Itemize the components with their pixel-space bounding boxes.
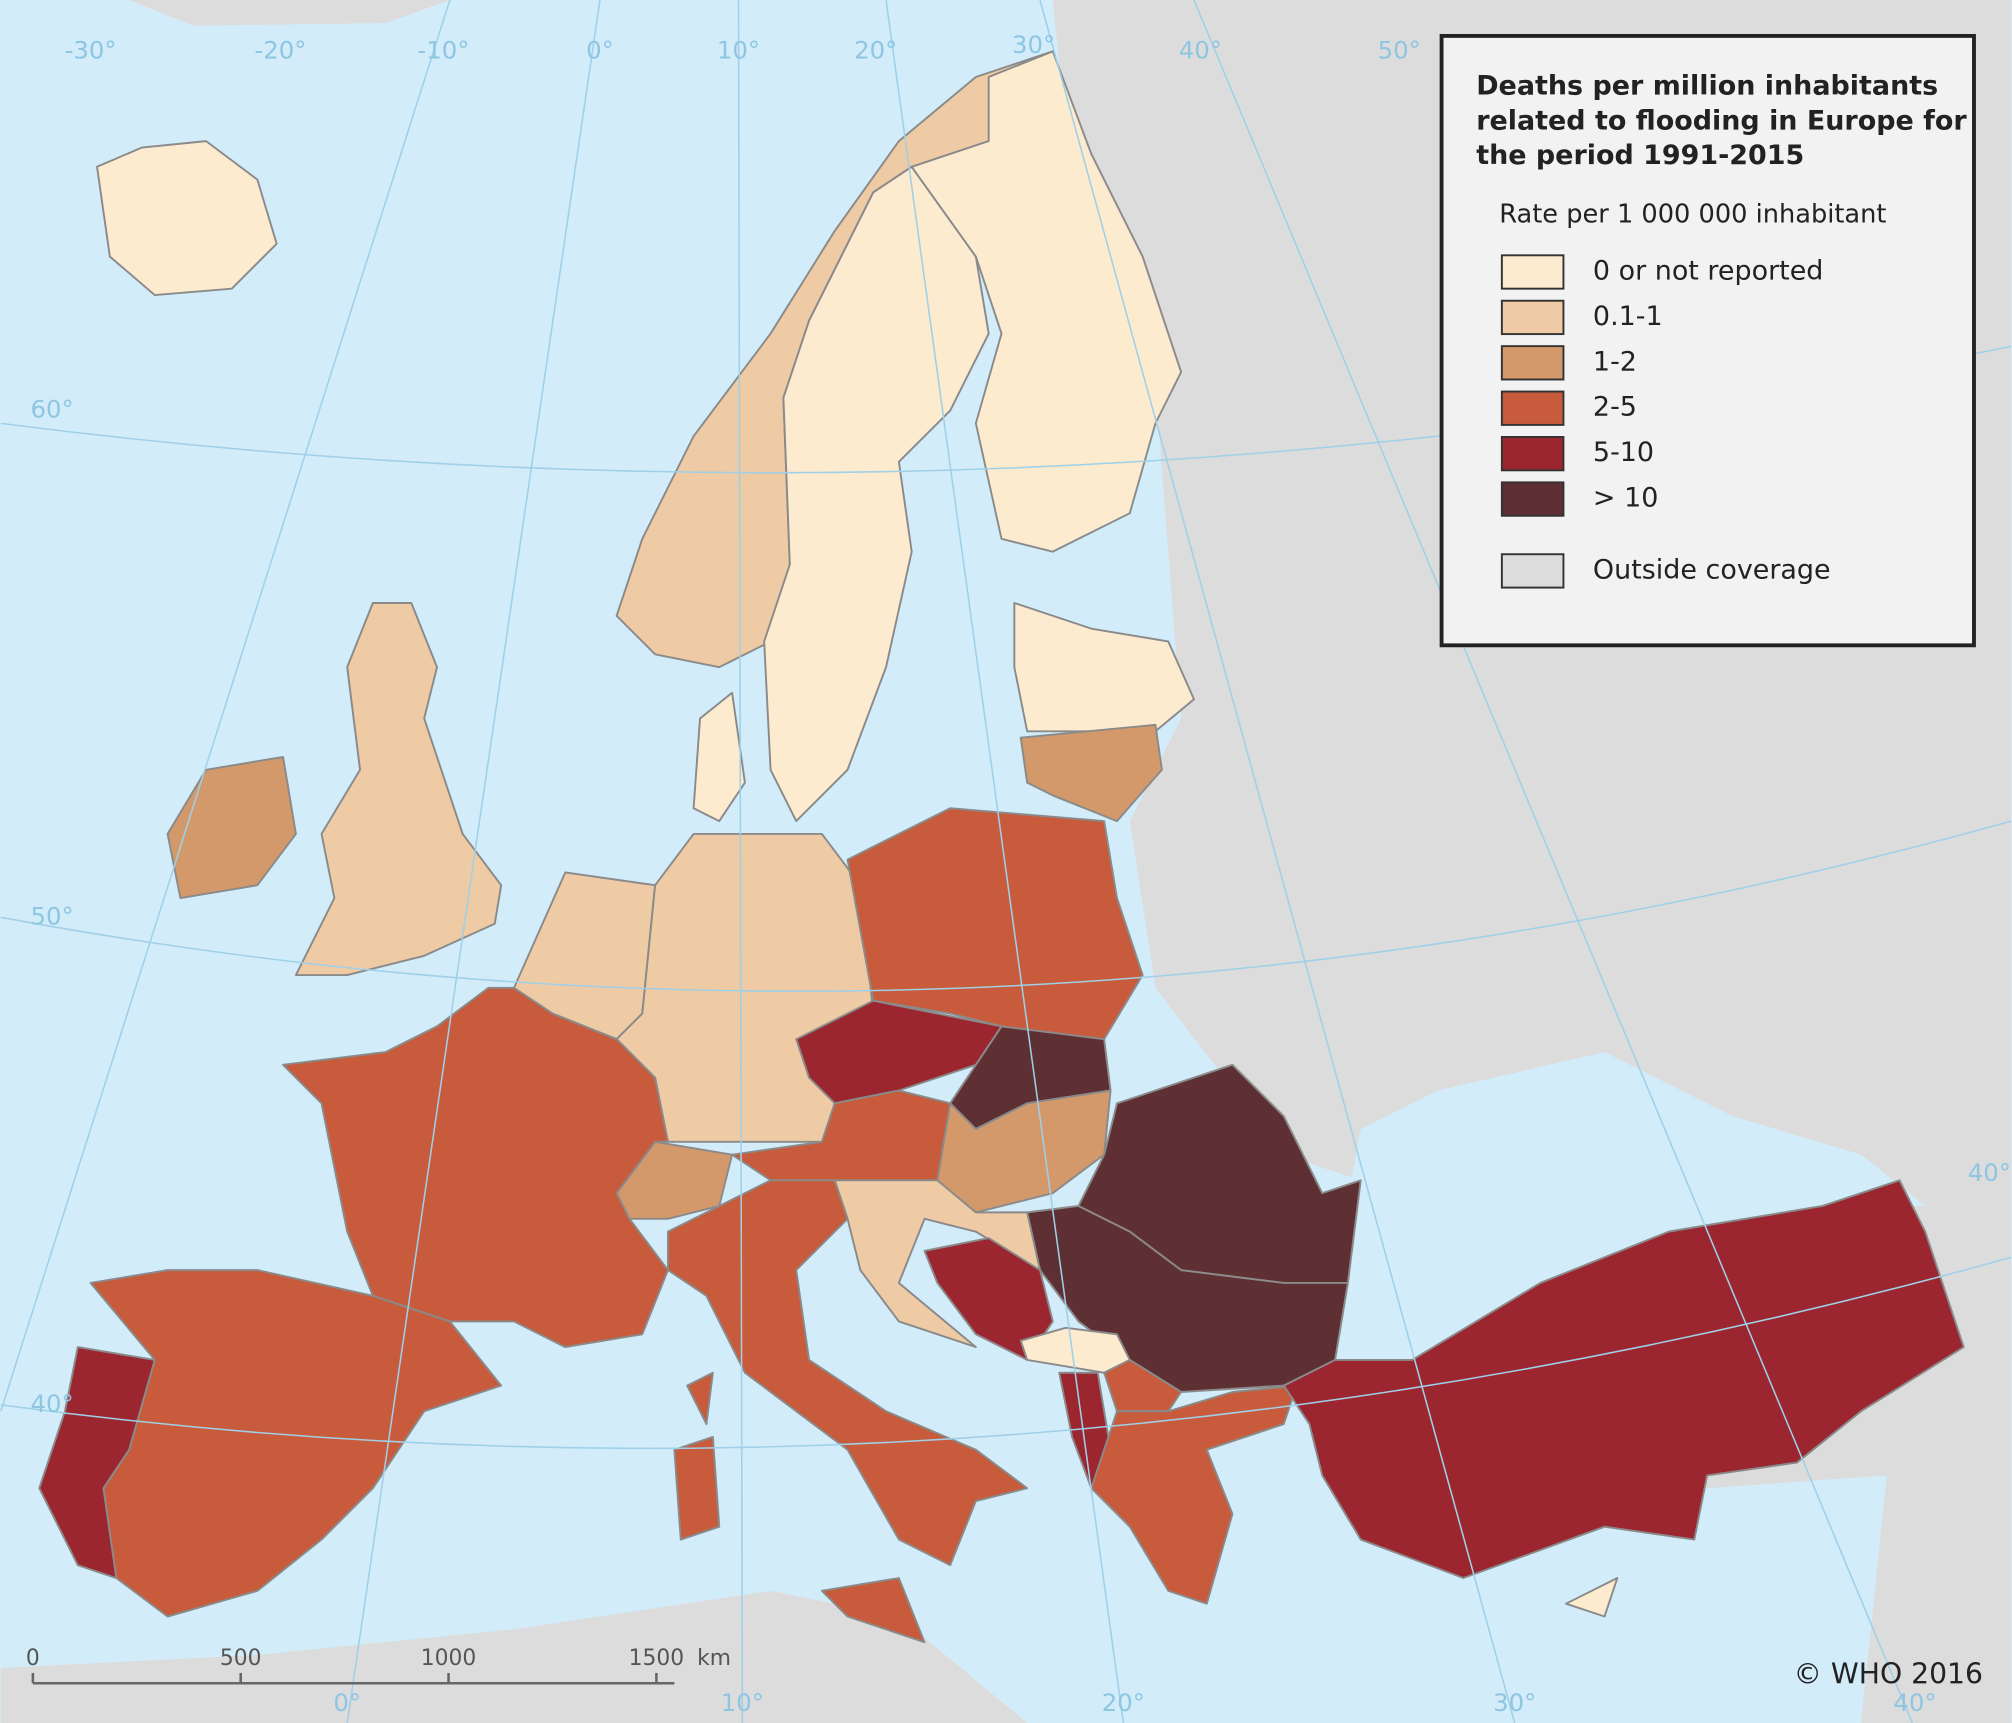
legend-swatch xyxy=(1500,553,1565,589)
graticule-label: 30° xyxy=(1493,1688,1536,1717)
country xyxy=(820,1577,926,1644)
graticule-label: -20° xyxy=(255,35,307,64)
country xyxy=(1019,723,1163,823)
legend-title: the period 1991-2015 xyxy=(1476,140,1804,171)
graticule-label: 10° xyxy=(721,1688,764,1717)
graticule-label: -10° xyxy=(417,35,469,64)
legend-swatch xyxy=(1500,481,1565,517)
legend-label: 0.1-1 xyxy=(1593,301,1663,332)
country xyxy=(763,165,990,823)
black-sea xyxy=(1341,1052,1926,1360)
legend-swatch xyxy=(1500,299,1565,336)
country xyxy=(1565,1577,1619,1618)
legend-label: 5-10 xyxy=(1593,437,1654,468)
country xyxy=(833,1179,1041,1349)
country xyxy=(666,1179,1029,1567)
graticule-label: 50° xyxy=(1378,35,1421,64)
legend: Rate per 1 000 000 inhabitant Deaths per… xyxy=(1439,33,1976,648)
scale-bar: 0 500 1000 1500 km xyxy=(26,1646,731,1685)
legend-subtitle: Rate per 1 000 000 inhabitant xyxy=(1499,200,1886,230)
legend-label: 1-2 xyxy=(1593,346,1637,377)
countries xyxy=(38,50,1965,1644)
country xyxy=(1013,602,1195,733)
country xyxy=(1090,1384,1298,1605)
graticule-label: 10° xyxy=(717,35,760,64)
graticule-label: -30° xyxy=(65,35,117,64)
scale-label: 500 xyxy=(220,1646,262,1671)
country xyxy=(936,1089,1112,1214)
graticule-label: 50° xyxy=(31,901,74,930)
country xyxy=(96,140,278,297)
country xyxy=(692,691,746,823)
country xyxy=(1282,1179,1965,1579)
legend-swatch xyxy=(1500,436,1565,472)
country xyxy=(686,1371,714,1426)
scale-label: 1000 xyxy=(421,1646,476,1671)
country xyxy=(846,807,1144,1041)
graticule-label: 20° xyxy=(854,35,897,64)
graticule-label: 60° xyxy=(31,395,74,424)
graticule-label: 0° xyxy=(586,35,614,64)
graticule-label: 20° xyxy=(1102,1688,1145,1717)
legend-swatch xyxy=(1500,254,1565,290)
graticule-label: 40° xyxy=(1968,1158,2011,1187)
country xyxy=(1103,1358,1183,1413)
legend-label: Outside coverage xyxy=(1593,554,1831,585)
graticule-label: 0° xyxy=(333,1688,361,1717)
legend-title: related to flooding in Europe for xyxy=(1476,105,1967,136)
country xyxy=(795,999,1003,1105)
legend-box xyxy=(1439,33,1976,648)
scale-label: 1500 xyxy=(629,1646,684,1671)
graticule-label: 40° xyxy=(31,1389,74,1418)
credit: © WHO 2016 xyxy=(1794,1658,1983,1691)
country xyxy=(910,50,1183,553)
country xyxy=(294,602,503,977)
country xyxy=(38,1346,156,1579)
graticule-label: 30° xyxy=(1012,30,1055,59)
legend-label: > 10 xyxy=(1593,483,1658,514)
graticule-label: 40° xyxy=(1179,35,1222,64)
graticule-label: 40° xyxy=(1893,1688,1936,1717)
country xyxy=(166,755,297,900)
legend-swatch xyxy=(1500,390,1565,426)
country xyxy=(673,1435,721,1541)
legend-title: Deaths per million inhabitants xyxy=(1476,71,1938,102)
legend-swatch xyxy=(1500,345,1565,381)
legend-label: 2-5 xyxy=(1593,392,1637,423)
scale-label: 0 xyxy=(26,1646,40,1671)
scale-unit: km xyxy=(697,1646,731,1671)
legend-label: 0 or not reported xyxy=(1593,255,1823,286)
